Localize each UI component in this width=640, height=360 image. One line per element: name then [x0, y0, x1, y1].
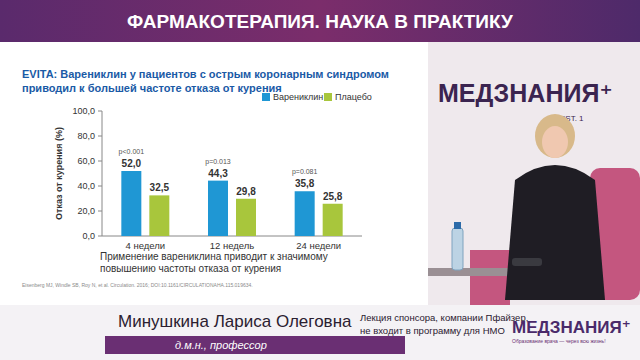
chair-seat — [470, 250, 510, 305]
tablet — [512, 258, 542, 266]
data-label: 35,8 — [295, 178, 315, 189]
data-label: 25,8 — [323, 191, 343, 202]
bar — [295, 191, 315, 236]
water-bottle — [452, 228, 463, 270]
legend-label: Плацебо — [335, 92, 372, 102]
speaker-body — [505, 165, 605, 300]
chart-title: EVITA: Варениклин у пациентов с острым к… — [22, 67, 422, 95]
disclaimer-line: не входит в программу для НМО — [360, 325, 505, 336]
p-value-annotation: p=0.081 — [292, 168, 318, 176]
bars — [121, 171, 342, 236]
speaker-hair — [535, 114, 575, 158]
y-axis-label: Отказ от курения (%) — [54, 127, 64, 220]
p-value-annotation: p<0.001 — [119, 148, 145, 156]
slide-background — [0, 42, 428, 305]
stage: ФАРМАКОТЕРАПИЯ. НАУКА В ПРАКТИКУ МЕДЗНАНИ… — [0, 0, 640, 360]
speaker-name: Минушкина Лариса Олеговна — [118, 312, 352, 331]
data-label: 52,0 — [122, 158, 142, 169]
bar — [208, 181, 228, 236]
speaker-title-band — [105, 336, 405, 354]
y-tick — [98, 211, 102, 212]
disclaimer-line: Лекция спонсора, компании Пфайзер, — [360, 312, 528, 323]
studio-background — [428, 42, 640, 305]
data-label: 44,3 — [208, 168, 228, 179]
y-tick-label: 100,0 — [72, 106, 95, 116]
y-tick — [98, 136, 102, 137]
chart-caption: Применение варениклина приводит к значим… — [100, 251, 360, 275]
legend-swatch — [324, 93, 332, 101]
data-label: 29,8 — [236, 186, 256, 197]
table-top — [428, 268, 518, 276]
bar — [121, 171, 141, 236]
data-label: 32,5 — [150, 182, 170, 193]
y-axis — [102, 111, 103, 236]
x-tick-label: 24 недели — [296, 240, 341, 251]
header-band — [0, 0, 640, 42]
y-tick-label: 80,0 — [77, 131, 95, 141]
x-tick-label: 4 недели — [126, 240, 166, 251]
y-tick — [98, 161, 102, 162]
bottle-cap — [454, 222, 461, 229]
chart-source: Eisenberg MJ, Windle SB, Roy N, et al. C… — [22, 282, 402, 288]
x-tick-label: 12 недель — [210, 240, 255, 251]
y-tick — [98, 111, 102, 112]
y-tick-label: 20,0 — [77, 206, 95, 216]
legend-swatch — [262, 93, 270, 101]
bar — [236, 199, 256, 236]
bar — [323, 204, 343, 236]
footer-slogan: Образование врача — через всю жизнь! — [512, 338, 606, 344]
footer-logo: МЕДЗНАНИЯ⁺ — [512, 318, 631, 337]
y-tick — [98, 236, 102, 237]
footer-band — [0, 305, 640, 360]
bar — [149, 195, 169, 236]
speaker-title: д.м.н., профессор — [175, 339, 267, 351]
y-tick — [98, 186, 102, 187]
studio-logo: МЕДЗНАНИЯ⁺ — [438, 79, 613, 107]
y-tick-label: 0,0 — [82, 231, 95, 241]
p-value-annotation: p=0.013 — [205, 158, 231, 166]
speaker-face — [542, 126, 568, 158]
header-title: ФАРМАКОТЕРАПИЯ. НАУКА В ПРАКТИКУ — [127, 11, 513, 32]
y-tick-label: 60,0 — [77, 156, 95, 166]
y-tick-label: 40,0 — [77, 181, 95, 191]
